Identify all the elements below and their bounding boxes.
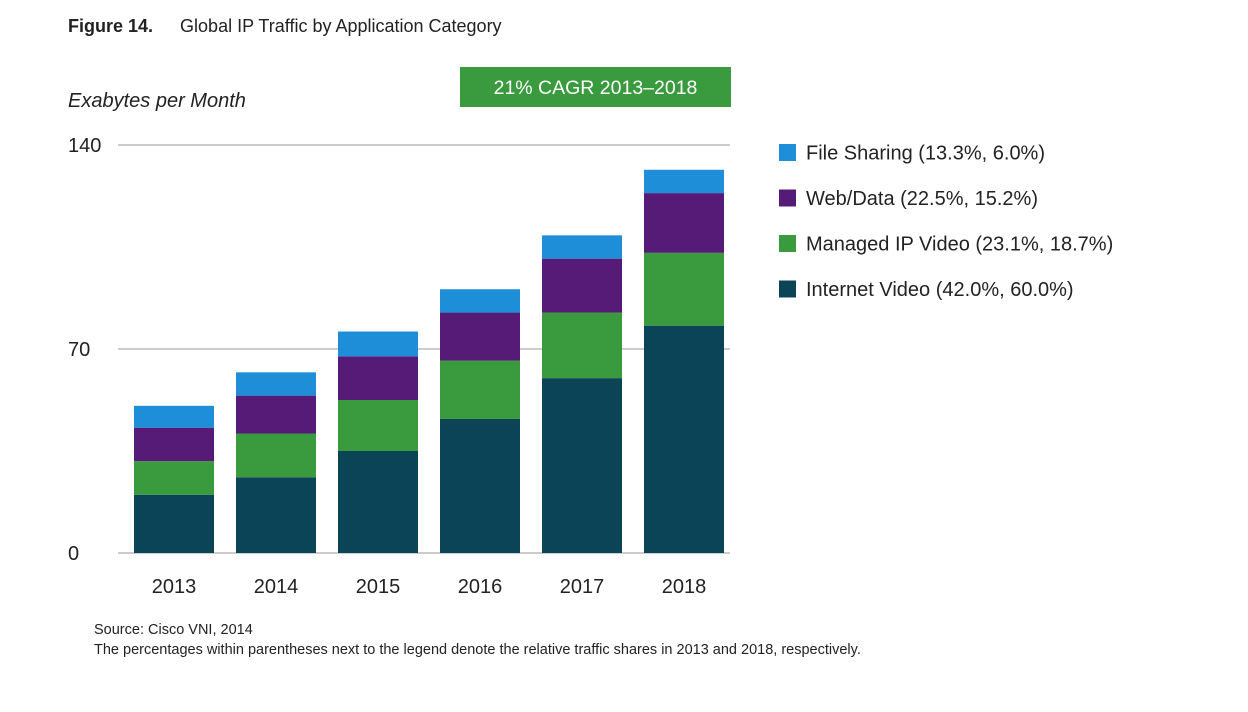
legend: File Sharing (13.3%, 6.0%) Web/Data (22.5… [779, 143, 1113, 301]
bar-segment [542, 378, 622, 553]
bar-segment [338, 451, 418, 553]
legend-label: Managed IP Video (23.1%, 18.7%) [806, 234, 1113, 256]
cagr-annotation: 21% CAGR 2013–2018 [460, 67, 731, 107]
bar-segment [440, 418, 520, 553]
bar-segment [440, 360, 520, 419]
bar-segment [542, 235, 622, 259]
bar-segment [542, 258, 622, 313]
cagr-label: 21% CAGR 2013–2018 [494, 77, 698, 99]
legend-item: Managed IP Video (23.1%, 18.7%) [779, 234, 1113, 256]
bar-segment [236, 477, 316, 553]
bar-segment [134, 494, 214, 553]
x-tick-label: 2014 [254, 576, 299, 598]
legend-item: File Sharing (13.3%, 6.0%) [779, 143, 1045, 165]
x-tick-label: 2013 [152, 576, 197, 598]
bar-segment [338, 356, 418, 400]
chart: 0 70 140 2013 2014 2015 2016 2017 2018 Exabytes… [68, 67, 1113, 598]
x-tick-label: 2015 [356, 576, 401, 598]
source-note: Source: Cisco VNI, 2014 [94, 622, 253, 638]
y-tick-label: 70 [68, 339, 90, 361]
legend-item: Web/Data (22.5%, 15.2%) [779, 188, 1038, 210]
gridlines [118, 144, 730, 554]
figure-title-text: Global IP Traffic by Application Categor… [180, 16, 502, 36]
legend-swatch [779, 235, 796, 252]
bar-segment [644, 193, 724, 253]
legend-swatch [779, 189, 796, 207]
cagr-box [460, 67, 731, 107]
bar-segment [134, 427, 214, 462]
y-tick-labels: 0 70 140 [68, 135, 101, 565]
bar-segment [338, 331, 418, 357]
y-tick-label: 140 [68, 135, 101, 157]
y-tick-label: 0 [68, 543, 79, 565]
footer: Source: Cisco VNI, 2014 The percentages … [94, 620, 861, 660]
legend-note: The percentages within parentheses next … [94, 642, 861, 658]
legend-swatch [779, 280, 796, 298]
bar-segment [236, 395, 316, 434]
legend-label: Web/Data (22.5%, 15.2%) [806, 188, 1038, 210]
bar-segment [134, 405, 214, 428]
legend-label: File Sharing (13.3%, 6.0%) [806, 143, 1045, 165]
legend-label: Internet Video (42.0%, 60.0%) [806, 279, 1074, 301]
bar-segment [338, 400, 418, 451]
figure-number: Figure 14. [68, 16, 154, 36]
bar-segment [134, 461, 214, 495]
x-tick-labels: 2013 2014 2015 2016 2017 2018 [152, 576, 707, 598]
bar-segment [440, 289, 520, 313]
bar-segment [644, 169, 724, 194]
bar-segment [440, 312, 520, 361]
bar-segment [542, 312, 622, 379]
legend-item: Internet Video (42.0%, 60.0%) [779, 279, 1074, 301]
y-axis-label: Exabytes per Month [68, 90, 246, 112]
bars [134, 169, 724, 553]
x-tick-label: 2018 [662, 576, 707, 598]
bar-segment [236, 372, 316, 396]
bar-segment [644, 252, 724, 326]
x-tick-label: 2016 [458, 576, 503, 598]
figure-title: Figure 14. Global IP Traffic by Applicat… [68, 16, 502, 37]
x-tick-label: 2017 [560, 576, 605, 598]
bar-segment [236, 433, 316, 478]
legend-swatch [779, 144, 796, 161]
bar-segment [644, 325, 724, 553]
